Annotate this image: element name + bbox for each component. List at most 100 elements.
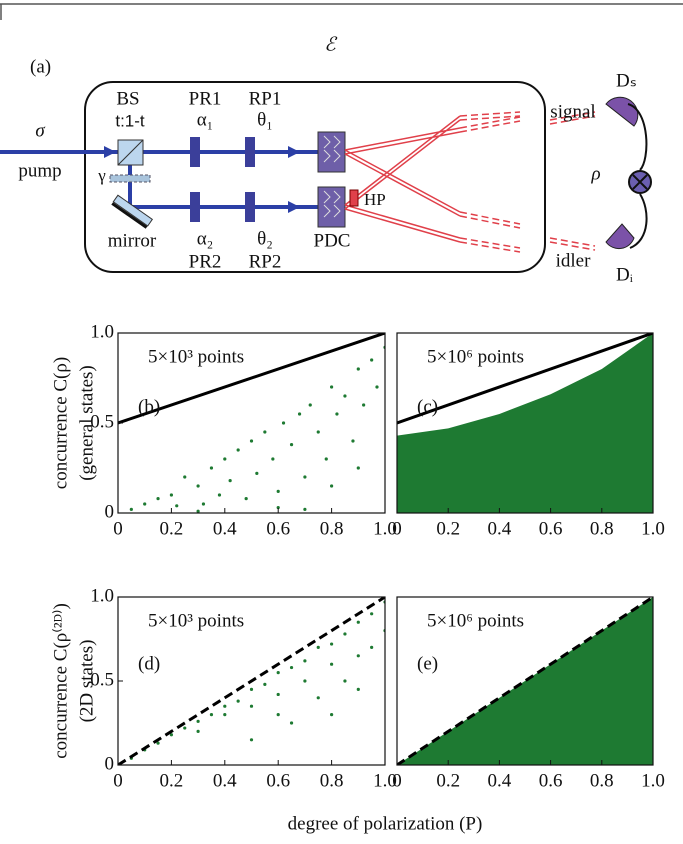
point xyxy=(236,699,240,703)
point xyxy=(356,466,360,470)
x-tick-label: 0.8 xyxy=(320,770,344,791)
x-tick-label: 0.2 xyxy=(436,518,460,539)
y-axis-label: concurrence C(ρ) xyxy=(50,357,71,489)
x-axis-label: degree of polarization (P) xyxy=(288,813,483,834)
point xyxy=(276,489,280,493)
point xyxy=(276,671,280,675)
point xyxy=(281,421,286,425)
plot-area xyxy=(118,333,385,513)
label: RP2 xyxy=(249,251,282,272)
panel-label: (e) xyxy=(417,653,438,674)
point xyxy=(356,687,360,692)
crystal-pattern xyxy=(323,135,341,218)
point xyxy=(217,493,222,497)
point xyxy=(316,645,320,650)
environment-label: ℰ xyxy=(324,34,338,55)
label: ρ xyxy=(590,163,600,184)
detector xyxy=(605,223,635,250)
point xyxy=(356,367,360,371)
point xyxy=(175,504,179,508)
point xyxy=(209,466,214,470)
x-tick-label: 0 xyxy=(392,518,402,539)
point xyxy=(289,443,294,447)
point xyxy=(236,448,240,452)
point xyxy=(324,457,328,461)
photon-beams xyxy=(344,111,596,253)
label: PDC xyxy=(314,230,351,251)
plot-frame xyxy=(396,596,654,766)
point xyxy=(276,506,280,510)
point xyxy=(249,687,254,692)
x-tick-label: 0.6 xyxy=(539,770,563,791)
point xyxy=(183,475,187,479)
point xyxy=(129,507,133,511)
point xyxy=(183,726,187,730)
y-tick-label: 0.5 xyxy=(90,411,114,432)
point xyxy=(223,713,227,717)
point xyxy=(276,713,280,717)
y-tick-label: 0 xyxy=(105,501,115,522)
y-axis-label: (general states) xyxy=(76,365,97,481)
plate xyxy=(190,137,200,167)
y-tick-label: 0 xyxy=(105,753,115,774)
label: PR1 xyxy=(189,88,222,109)
label: PR2 xyxy=(189,251,222,272)
plot-area xyxy=(397,333,653,513)
point xyxy=(289,721,294,725)
arrow xyxy=(288,146,300,158)
y-tick-label: 1.0 xyxy=(90,585,114,606)
point xyxy=(143,502,147,506)
point xyxy=(356,654,360,658)
point xyxy=(370,612,374,616)
wire xyxy=(627,103,648,249)
point xyxy=(330,713,334,717)
plate xyxy=(190,192,200,222)
label: γ xyxy=(97,166,106,185)
point xyxy=(223,457,227,461)
point xyxy=(303,659,307,663)
x-tick-label: 0.2 xyxy=(160,770,184,791)
label: mirror xyxy=(108,230,157,251)
point xyxy=(276,692,280,697)
x-tick-label: 0 xyxy=(392,770,402,791)
point xyxy=(297,412,302,416)
bound-line xyxy=(118,597,385,765)
point xyxy=(303,475,307,479)
beam-splitter xyxy=(117,139,144,166)
panel-label: (c) xyxy=(417,396,438,417)
panel-label: (d) xyxy=(138,653,160,674)
label: θ₂ xyxy=(257,228,273,249)
phase-plate xyxy=(109,174,151,183)
point xyxy=(196,729,200,734)
x-tick-label: 0 xyxy=(113,770,123,791)
y-tick-label: 1.0 xyxy=(90,321,114,342)
point xyxy=(169,493,173,497)
crystal xyxy=(317,131,346,173)
annotation: 5×10⁶ points xyxy=(427,346,524,367)
x-tick-label: 0 xyxy=(113,518,123,539)
point xyxy=(362,403,366,407)
annotation: 5×10⁶ points xyxy=(427,610,524,631)
point xyxy=(330,662,334,666)
point xyxy=(335,412,339,416)
coincidence xyxy=(632,174,648,190)
area xyxy=(397,333,653,513)
mirror xyxy=(111,194,154,229)
label: θ₁ xyxy=(257,109,273,130)
x-tick-label: 0.4 xyxy=(213,518,237,539)
point xyxy=(303,507,307,511)
x-tick-label: 0.6 xyxy=(266,518,290,539)
label: σ xyxy=(35,120,45,141)
plot-frame xyxy=(396,332,654,514)
point xyxy=(308,403,312,407)
panel-label: (b) xyxy=(138,396,160,417)
point xyxy=(196,509,200,513)
point xyxy=(370,358,374,362)
point xyxy=(316,430,320,434)
point xyxy=(249,738,254,742)
label: idler xyxy=(556,250,591,271)
x-tick-label: 0.8 xyxy=(320,518,344,539)
annotation: 5×10³ points xyxy=(148,346,244,367)
label: BS xyxy=(116,88,139,109)
